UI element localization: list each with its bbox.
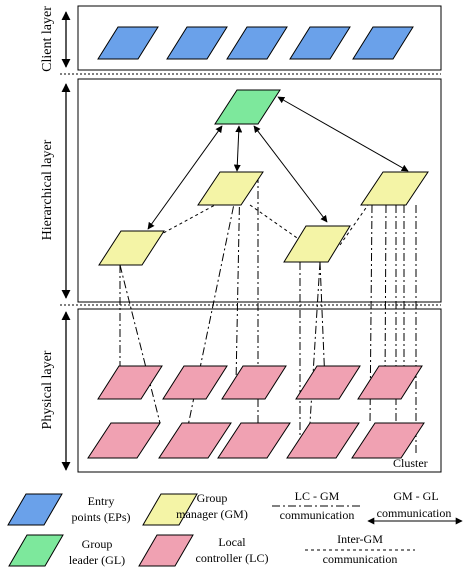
entry-points bbox=[97, 26, 414, 60]
local-controller-node bbox=[351, 422, 425, 459]
entry-point-node bbox=[97, 26, 159, 60]
legend-ep-line2: points (EPs) bbox=[71, 510, 130, 524]
legend-gl-swatch bbox=[8, 534, 64, 567]
local-controller-node bbox=[217, 422, 291, 459]
legend-lc-gm-line2: communication bbox=[280, 508, 355, 522]
physical-layer-label: Physical layer bbox=[40, 350, 55, 429]
group-manager-node bbox=[283, 225, 351, 263]
legend-lc-gm-line1: LC - GM bbox=[295, 489, 340, 503]
client-layer-frame bbox=[77, 5, 442, 71]
local-controller-node bbox=[97, 365, 163, 400]
group-leader-node bbox=[214, 89, 281, 125]
legend-lc-line2: controller (LC) bbox=[196, 551, 269, 565]
legend-gm-gl-line1: GM - GL bbox=[393, 489, 438, 503]
client-layer-label: Client layer bbox=[40, 6, 55, 72]
group-managers bbox=[98, 171, 429, 266]
legend-gm-swatch bbox=[142, 493, 198, 526]
hierarchical-layer-frame bbox=[77, 78, 442, 303]
legend-gm-line2: manager (GM) bbox=[176, 507, 248, 521]
group-manager-node bbox=[98, 230, 165, 266]
legend-ep-line1: Entry bbox=[88, 494, 115, 508]
local-controller-node bbox=[295, 365, 361, 400]
local-controller-node bbox=[221, 365, 287, 400]
local-controllers bbox=[87, 365, 425, 459]
legend-lc-line1: Local bbox=[218, 535, 246, 549]
legend-gl-line1: Group bbox=[82, 537, 113, 551]
legend-gm-line1: Group bbox=[197, 491, 228, 505]
legend-inter-gm-line2: communication bbox=[323, 552, 398, 566]
entry-point-node bbox=[226, 26, 288, 60]
cluster-label: Cluster bbox=[393, 456, 428, 470]
entry-point-node bbox=[289, 26, 351, 60]
local-controller-node bbox=[87, 422, 161, 459]
local-controller-node bbox=[158, 422, 232, 459]
group-manager-node bbox=[360, 171, 429, 206]
legend-lc-swatch bbox=[138, 534, 194, 567]
local-controller-node bbox=[286, 422, 360, 459]
local-controller-node bbox=[357, 365, 423, 400]
hierarchical-layer-label: Hierarchical layer bbox=[40, 139, 55, 240]
legend-gm-gl-line2: communication bbox=[377, 506, 452, 520]
entry-point-node bbox=[352, 26, 414, 60]
legend-inter-gm-line1: Inter-GM bbox=[337, 532, 383, 546]
gm-gl-links bbox=[147, 96, 409, 230]
lc-gm-links bbox=[119, 174, 417, 456]
legend: Entry points (EPs) Group manager (GM) Gr… bbox=[7, 489, 463, 567]
group-manager-node bbox=[197, 171, 264, 206]
entry-point-node bbox=[166, 26, 228, 60]
legend-gl-line2: leader (GL) bbox=[69, 553, 125, 567]
local-controller-node bbox=[162, 365, 228, 400]
physical-layer-frame bbox=[77, 308, 442, 473]
legend-ep-swatch bbox=[7, 493, 63, 526]
